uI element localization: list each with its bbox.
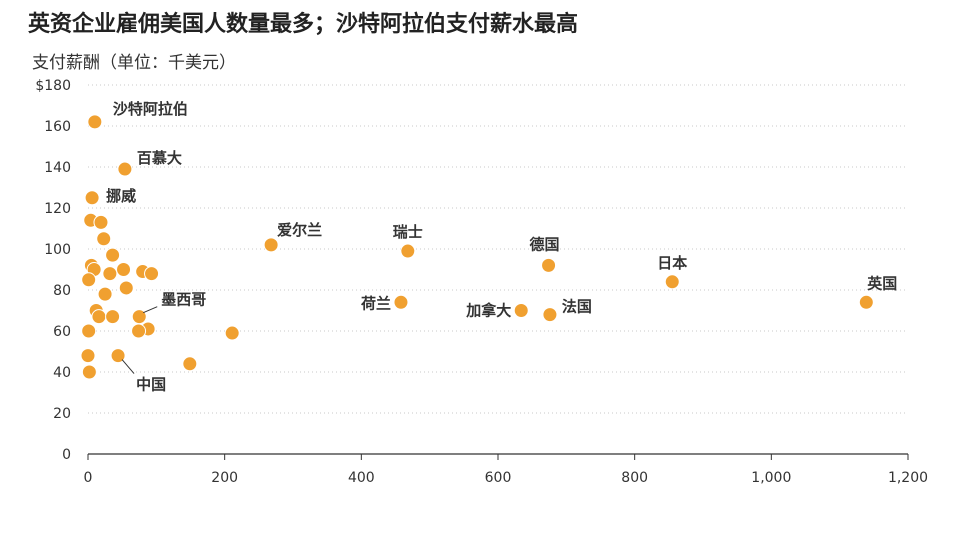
data-point (542, 307, 558, 323)
data-point-label: 瑞士 (393, 223, 423, 241)
y-tick-label: $180 (35, 78, 71, 94)
y-axis-title: 支付薪酬（单位：千美元） (32, 53, 236, 73)
data-point (263, 237, 279, 253)
y-tick-label: 120 (44, 201, 71, 217)
y-tick-label: 40 (53, 365, 71, 381)
data-point-label: 中国 (136, 376, 166, 394)
data-point-label: 荷兰 (361, 294, 391, 312)
data-point (400, 243, 416, 259)
data-point (81, 323, 97, 339)
data-point (513, 303, 529, 318)
x-tick-label: 1,000 (751, 470, 791, 486)
label-leader-line (121, 359, 135, 374)
data-point (91, 309, 107, 325)
y-tick-label: 80 (53, 283, 71, 299)
y-tick-label: 140 (44, 160, 71, 176)
data-point-label: 爱尔兰 (277, 221, 322, 239)
data-point-label: 德国 (530, 235, 560, 253)
x-tick-label: 1,200 (888, 470, 928, 486)
y-tick-label: 0 (62, 447, 71, 463)
data-point (97, 286, 113, 302)
x-tick-label: 800 (621, 470, 648, 486)
data-point (84, 190, 100, 206)
data-point (102, 266, 118, 282)
data-point (93, 214, 109, 230)
data-point (858, 294, 874, 310)
data-point-label: 挪威 (106, 187, 136, 205)
data-point (81, 272, 97, 288)
data-point (182, 356, 198, 372)
data-point (110, 348, 126, 364)
data-point (81, 364, 97, 380)
label-leader-line (143, 306, 158, 314)
y-tick-label: 100 (44, 242, 71, 258)
data-point (144, 266, 160, 282)
data-point-label: 加拿大 (465, 302, 511, 320)
data-point-label: 墨西哥 (161, 291, 206, 309)
data-point-label: 百慕大 (137, 149, 182, 167)
data-point-label: 沙特阿拉伯 (113, 100, 188, 118)
data-point (105, 247, 121, 263)
data-point (116, 262, 132, 277)
data-point (117, 161, 133, 177)
data-point (118, 280, 134, 296)
y-tick-label: 20 (53, 406, 71, 422)
y-tick-label: 60 (53, 324, 71, 340)
data-point-label: 法国 (562, 298, 592, 316)
data-point (664, 274, 680, 290)
data-point (224, 325, 240, 341)
x-tick-label: 400 (348, 470, 375, 486)
data-point-label: 日本 (657, 254, 687, 272)
data-point-label: 英国 (867, 274, 897, 292)
data-point (393, 294, 409, 310)
x-tick-label: 200 (211, 470, 238, 486)
data-point (131, 323, 147, 339)
x-tick-label: 0 (84, 470, 93, 486)
data-point (105, 309, 121, 325)
data-point (80, 348, 96, 364)
x-tick-label: 600 (485, 470, 512, 486)
y-tick-label: 160 (44, 119, 71, 135)
chart-title: 英资企业雇佣美国人数量最多；沙特阿拉伯支付薪水最高 (28, 12, 579, 37)
data-point (541, 257, 557, 273)
data-point (96, 231, 112, 247)
data-point (87, 114, 103, 130)
